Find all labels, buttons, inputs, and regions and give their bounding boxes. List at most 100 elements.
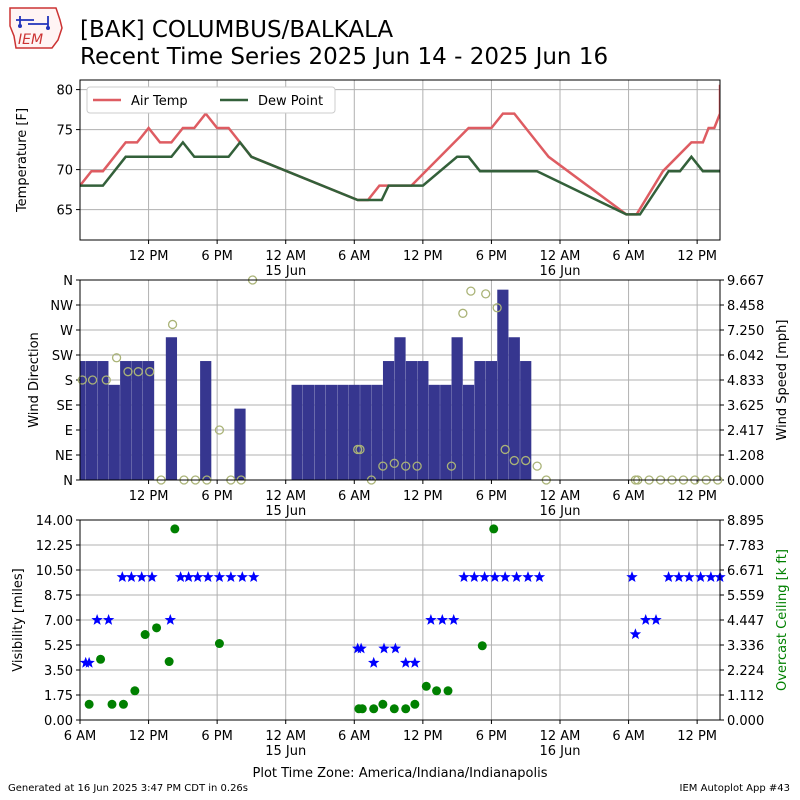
wind-speed-bar <box>485 361 498 480</box>
wind-direction-marker <box>77 375 87 385</box>
visibility-star <box>213 571 226 582</box>
y-tick-label: SE <box>57 399 73 414</box>
x-tick-date-label: 15 Jun <box>265 744 306 759</box>
y-tick-label: SW <box>52 349 73 364</box>
x-tick-label: 6 AM <box>338 489 371 504</box>
wind-direction-marker <box>214 425 225 435</box>
legend-box <box>86 86 336 114</box>
y-tick-label: E <box>65 424 73 439</box>
ceiling-dot <box>214 639 224 649</box>
y-right-tick-label: 2.224 <box>727 664 764 679</box>
ceiling-dot <box>410 699 420 709</box>
wind-speed-bar <box>451 337 463 480</box>
y-right-tick-label: 9.667 <box>727 274 764 289</box>
wind-direction-marker <box>492 303 502 313</box>
ceiling-dot <box>107 699 117 709</box>
wind-speed-bar <box>314 384 326 480</box>
visibility-star <box>400 656 412 668</box>
y-right-tick-label: 3.625 <box>727 399 764 414</box>
ceiling-dot <box>443 686 453 696</box>
y-tick-label: 75 <box>56 124 73 139</box>
wind-speed-bar <box>508 337 520 480</box>
wind-speed-bar <box>462 384 475 480</box>
visibility-star <box>116 571 128 582</box>
axes-frame <box>79 279 721 481</box>
x-tick-label: 12 AM <box>265 489 306 504</box>
visibility-star <box>489 571 501 582</box>
wind-direction-marker <box>521 455 531 466</box>
visibility-star <box>478 571 491 582</box>
y-right-tick-label: 4.833 <box>727 374 764 389</box>
visibility-star <box>248 571 260 582</box>
y-right-tick-label: 1.208 <box>727 449 764 464</box>
wind-direction-marker <box>355 444 365 455</box>
ceiling-dot <box>369 704 379 714</box>
ceiling-dot <box>389 704 399 714</box>
wind-speed-bar <box>80 361 86 480</box>
x-tick-label: 12 PM <box>403 249 443 264</box>
wind-speed-bar <box>108 384 120 480</box>
y-tick-label: NE <box>55 449 73 464</box>
visibility-star <box>146 571 158 582</box>
legend-label-air-temp: Air Temp <box>131 94 188 109</box>
visibility-star <box>705 571 717 582</box>
wind-speed-bar <box>405 361 418 480</box>
wind-speed-bar <box>302 384 315 480</box>
visibility-star <box>458 571 470 582</box>
ceiling-dot <box>432 686 442 696</box>
wind-direction-marker <box>101 375 111 385</box>
x-tick-date-label: 16 Jun <box>540 264 581 279</box>
visibility-star <box>225 571 237 582</box>
ceiling-dot <box>140 630 150 640</box>
ceiling-dot <box>152 623 162 633</box>
logo-text: IEM <box>18 32 43 48</box>
wind-speed-bar <box>371 384 383 480</box>
visibility-star <box>91 614 103 625</box>
chart-subtitle: Recent Time Series 2025 Jun 14 - 2025 Ju… <box>80 44 609 70</box>
x-tick-date-label: 15 Jun <box>265 504 306 519</box>
x-tick-label: 12 PM <box>677 489 717 504</box>
visibility-star <box>182 571 195 582</box>
visibility-star <box>192 571 204 582</box>
axes-frame <box>79 79 721 241</box>
wind-direction-marker <box>509 455 519 466</box>
visibility-star <box>389 642 402 654</box>
wind-speed-bar <box>200 361 212 480</box>
y-tick-label: W <box>60 324 73 339</box>
ceiling-dot <box>84 699 94 709</box>
chart-title: [BAK] COLUMBUS/BALKALA <box>80 17 394 43</box>
y-right-tick-label: 5.559 <box>727 589 764 604</box>
y-right-tick-label: 2.417 <box>727 424 764 439</box>
ceiling-dot <box>401 704 411 714</box>
visibility-star <box>694 571 707 582</box>
x-tick-label: 12 AM <box>265 249 306 264</box>
wind-speed-bar <box>337 384 349 480</box>
visibility-star <box>436 614 448 625</box>
wind-direction-marker <box>466 286 476 296</box>
visibility-star <box>468 571 480 582</box>
y-axis-label: Visibility [miles] <box>11 568 26 671</box>
wind-direction-marker <box>111 353 122 363</box>
dew-point-line <box>80 140 720 216</box>
ceiling-dot <box>164 657 174 667</box>
wind-speed-bar <box>520 361 532 480</box>
wind-speed-bar <box>394 337 406 480</box>
ceiling-dot <box>96 654 106 664</box>
y-right-tick-label: 4.447 <box>727 614 764 629</box>
y-tick-label: 14.00 <box>36 514 73 529</box>
x-axis-label: Plot Time Zone: America/Indiana/Indianap… <box>253 766 548 781</box>
y-tick-label: 7.00 <box>44 614 73 629</box>
footer-app: IEM Autoplot App #43 <box>679 783 790 794</box>
wind-direction-marker <box>500 444 510 455</box>
visibility-star <box>533 571 546 582</box>
x-tick-label: 6 AM <box>612 729 645 744</box>
y-right-tick-label: 0.000 <box>727 714 764 729</box>
ceiling-dot <box>130 686 140 696</box>
visibility-star <box>378 642 390 654</box>
wind-direction-marker <box>481 289 491 299</box>
x-tick-label: 6 PM <box>476 489 507 504</box>
ceiling-dot <box>357 704 367 714</box>
wind-direction-marker <box>532 461 542 471</box>
x-tick-label: 12 PM <box>403 729 443 744</box>
